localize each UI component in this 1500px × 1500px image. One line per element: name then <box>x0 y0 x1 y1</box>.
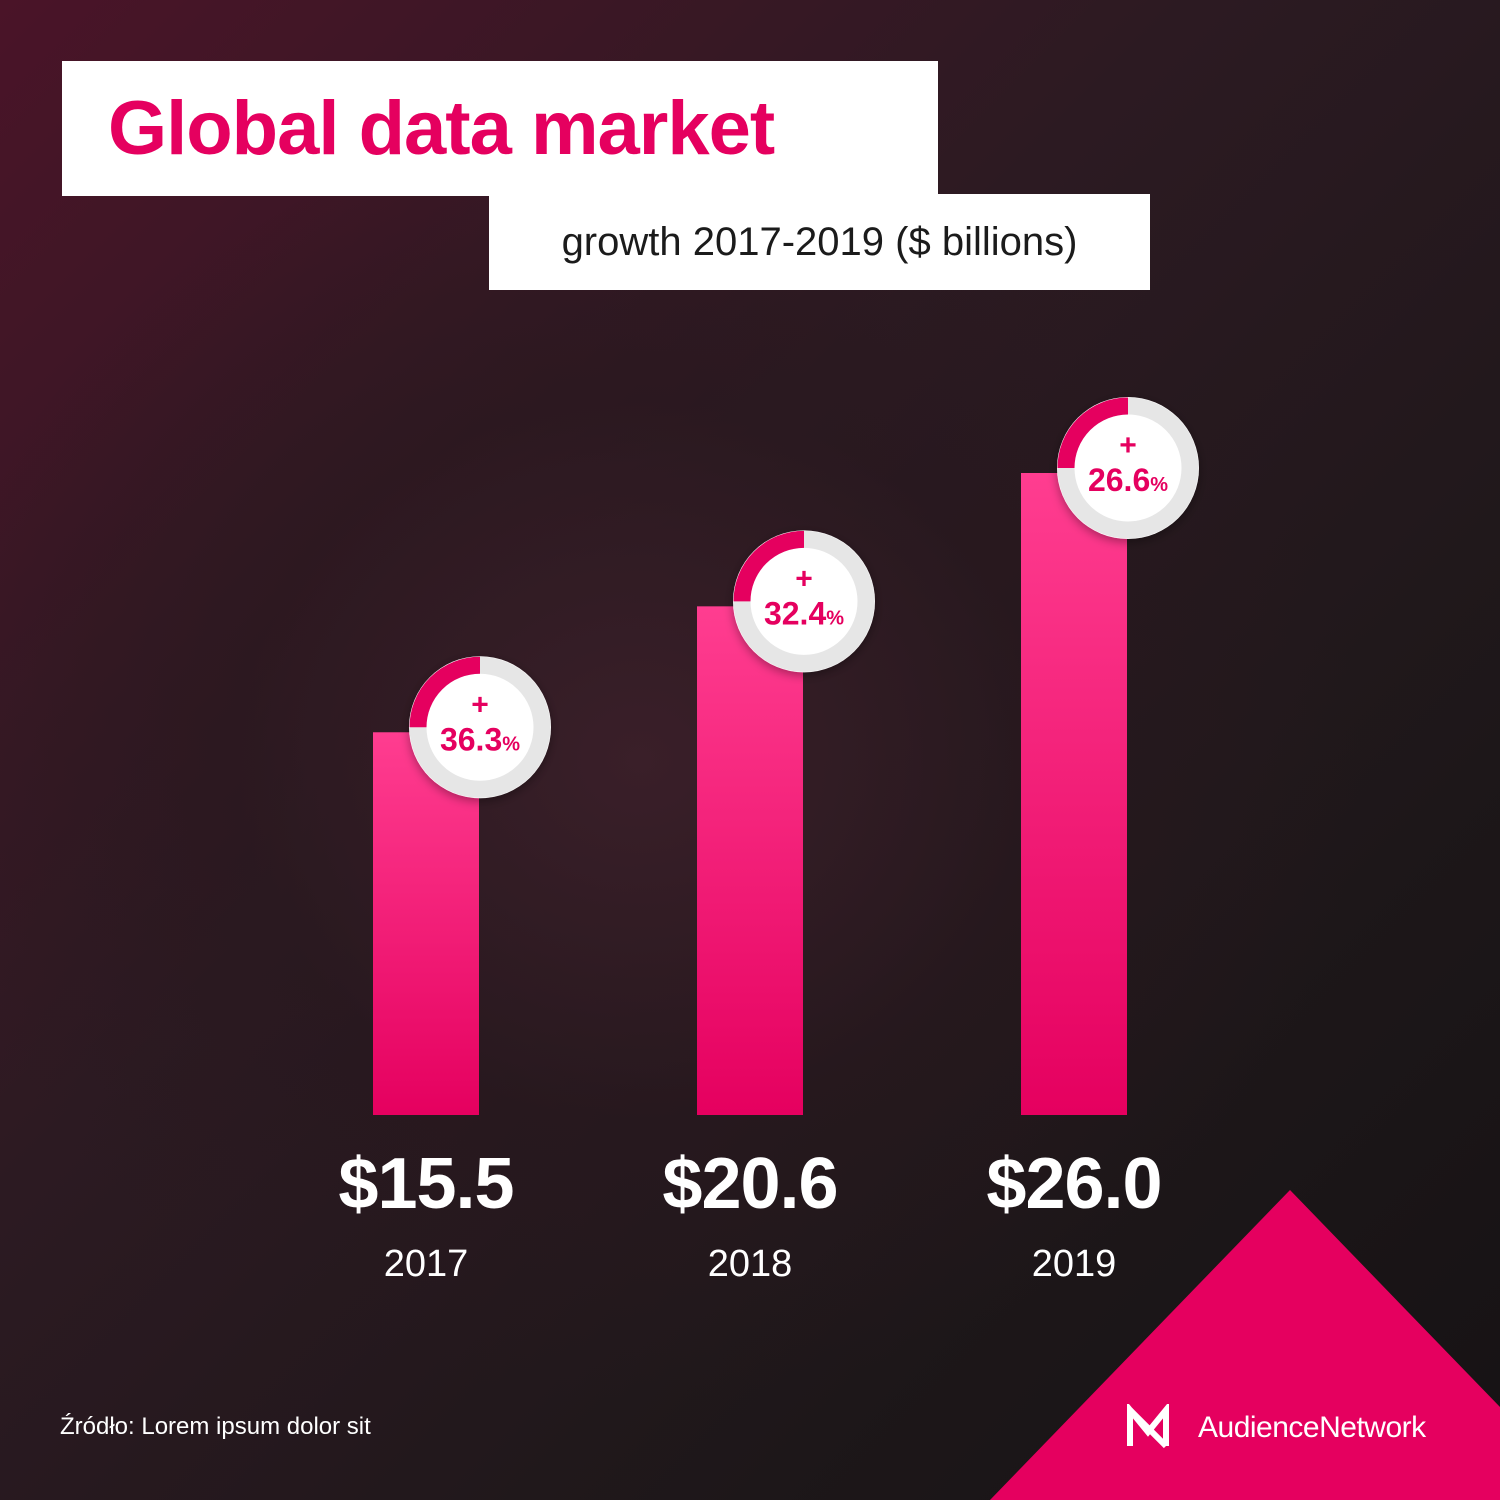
growth-ring-arc <box>1057 397 1129 469</box>
audience-network-logo-icon <box>1127 1404 1169 1449</box>
value-label-2018: $20.6 <box>662 1144 837 1224</box>
chart-subtitle: growth 2017-2019 ($ billions) <box>561 219 1078 264</box>
chart-title: Global data market <box>108 86 775 171</box>
year-label-2019: 2019 <box>1032 1243 1117 1285</box>
growth-percent-label: 36.3% <box>440 721 520 757</box>
growth-badge-2018: +32.4% <box>733 530 875 673</box>
title-box: Global data market <box>62 61 938 196</box>
growth-plus-sign: + <box>795 562 813 595</box>
subtitle-box: growth 2017-2019 ($ billions) <box>489 194 1150 290</box>
growth-percent-label: 26.6% <box>1088 462 1168 498</box>
growth-ring-arc <box>409 656 481 728</box>
growth-badge-inner <box>751 548 857 655</box>
growth-badge-inner <box>427 674 533 781</box>
brand-name: AudienceNetwork <box>1198 1411 1426 1444</box>
growth-badge-2019: +26.6% <box>1057 397 1199 539</box>
year-label-2018: 2018 <box>708 1243 793 1285</box>
bar-2017 <box>373 732 479 1115</box>
growth-percent-label: 32.4% <box>764 595 844 631</box>
growth-plus-sign: + <box>471 688 489 721</box>
growth-ring-arc <box>733 530 805 602</box>
growth-plus-sign: + <box>1119 429 1137 462</box>
growth-badge-inner <box>1075 415 1181 521</box>
year-label-2017: 2017 <box>384 1243 469 1285</box>
source-note: Źródło: Lorem ipsum dolor sit <box>60 1413 371 1440</box>
brand: AudienceNetwork <box>1124 1404 1426 1452</box>
value-label-2017: $15.5 <box>338 1144 513 1224</box>
value-label-2019: $26.0 <box>986 1144 1161 1224</box>
bar-2018 <box>697 606 803 1115</box>
bar-2019 <box>1021 473 1127 1115</box>
growth-badge-2017: +36.3% <box>409 656 551 799</box>
